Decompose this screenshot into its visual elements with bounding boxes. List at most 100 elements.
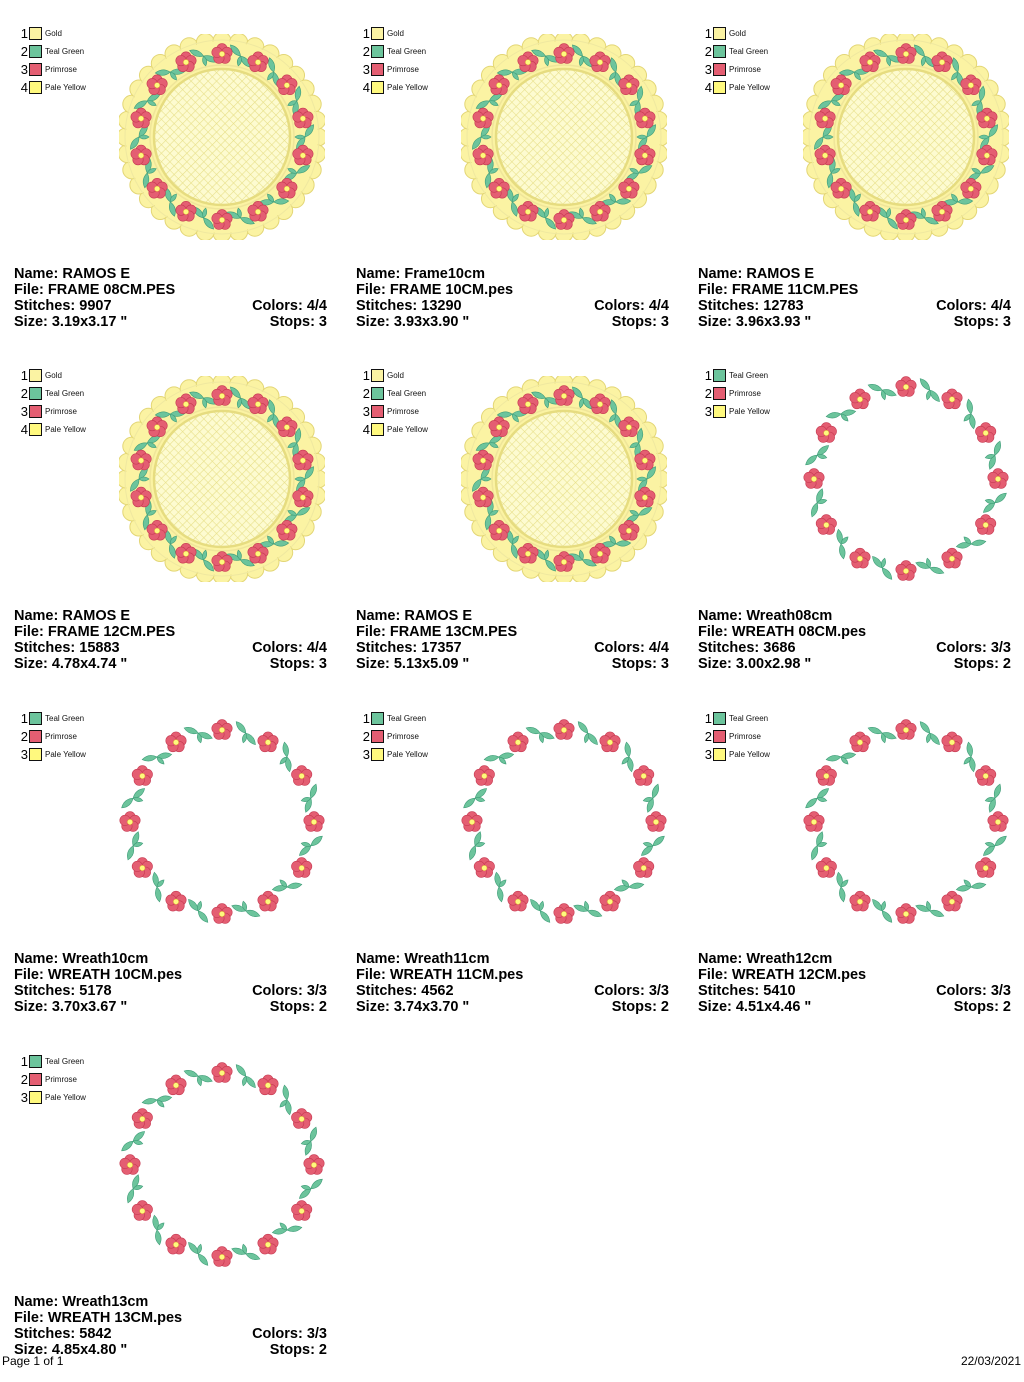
design-stitches: Stitches: 9907 [14,298,112,314]
leaf-icon [621,756,630,765]
frame-design-preview [119,34,325,240]
design-stops: Stops: 2 [269,1342,327,1358]
leaf-icon [242,732,247,744]
legend-item: 1 Teal Green [14,709,86,727]
leaf-icon [825,755,842,762]
leaf-icon [132,1185,144,1190]
thread-color-legend: 1 Teal Green 2 Primrose 3 Pale Yellow [698,366,770,420]
flower-icon [645,811,667,832]
wreath-design-preview [119,1062,325,1267]
leaf-icon [822,134,834,140]
flower-icon [291,857,313,878]
leaf-icon [970,539,987,546]
flower-icon [146,74,168,96]
legend-number: 1 [20,25,28,41]
flower-icon [618,416,640,438]
legend-number: 4 [20,79,28,95]
flower-icon [146,416,168,438]
lattice-center [152,409,292,549]
flower-icon [247,201,269,222]
legend-number: 3 [704,746,712,762]
legend-color-name: Gold [45,28,62,38]
leaf-icon [652,835,665,847]
flower-icon [175,543,197,564]
info-row: Name: Frame10cm [356,266,669,282]
design-stops: Stops: 2 [953,999,1011,1015]
legend-number: 2 [704,385,712,401]
flower-icon [292,144,314,166]
leaf-icon [988,797,996,813]
legend-item: 2 Teal Green [698,42,770,60]
leaf-icon [638,165,653,174]
design-card: 1 Teal Green 2 Primrose 3 Pale Yellow Name: Wr… [356,709,671,1039]
leaf-icon [202,55,208,67]
flower-icon [276,519,298,541]
leaf-icon [545,217,556,230]
design-name: Name: RAMOS E [14,608,131,624]
design-size: Size: 3.00x2.98 " [698,656,812,672]
flower-icon [165,890,187,912]
leaf-icon [530,898,541,912]
leaf-icon [294,134,306,140]
leaf-icon [286,1225,303,1232]
color-swatch [371,368,384,382]
leaf-icon [525,727,541,735]
legend-color-name: Pale Yellow [729,406,770,416]
leaf-icon [133,100,148,109]
info-row: Size: 4.51x4.46 " Stops: 2 [698,999,1011,1015]
color-swatch [29,747,42,761]
flower-icon [553,719,575,740]
leaf-icon [496,411,513,418]
leaf-icon [498,752,515,759]
flower-icon [165,1074,187,1096]
color-swatch [713,368,726,382]
legend-color-name: Primrose [45,64,78,74]
legend-number: 1 [362,367,370,383]
legend-item: 1 Gold [356,366,428,384]
legend-item: 3 Pale Yellow [14,1088,86,1106]
leaf-icon [984,842,996,847]
leaf-icon [955,542,972,549]
legend-item: 3 Pale Yellow [698,745,770,763]
legend-number: 2 [362,728,370,744]
leaf-icon [963,413,972,422]
leaf-icon [544,55,550,67]
color-swatch [29,729,42,743]
leaf-icon [242,900,247,912]
leaf-icon [814,136,824,150]
info-row: Size: 4.78x4.74 " Stops: 3 [14,656,327,672]
leaf-icon [577,721,589,734]
flower-icon [815,422,837,443]
leaf-icon [994,835,1007,847]
leaf-icon [285,1099,292,1116]
leaf-icon [309,783,317,799]
design-stops: Stops: 3 [269,314,327,330]
leaf-icon [886,207,892,219]
thread-color-legend: 1 Teal Green 2 Primrose 3 Pale Yellow [14,709,86,763]
color-swatch [29,422,42,436]
flower-icon [211,385,233,406]
color-swatch [713,711,726,725]
color-swatch [713,404,726,418]
color-swatch [371,386,384,400]
leaf-icon [951,193,959,203]
flower-icon [589,201,611,222]
leaf-icon [156,1095,173,1102]
flower-icon [553,903,575,924]
leaf-icon [993,783,1001,799]
frame-design-preview [119,376,325,582]
leaf-icon [609,193,617,203]
leaf-icon [816,797,828,802]
leaf-icon [132,797,144,802]
leaf-icon [872,898,883,912]
leaf-icon [239,559,255,567]
leaf-icon [236,397,242,409]
leaf-icon [966,741,973,758]
leaf-icon [830,100,841,106]
leaf-icon [282,1084,289,1101]
color-swatch [29,1054,42,1068]
design-name: Name: Wreath13cm [14,1294,149,1310]
flower-icon [589,393,611,414]
leaf-icon [951,71,959,81]
leaf-icon [236,207,242,219]
